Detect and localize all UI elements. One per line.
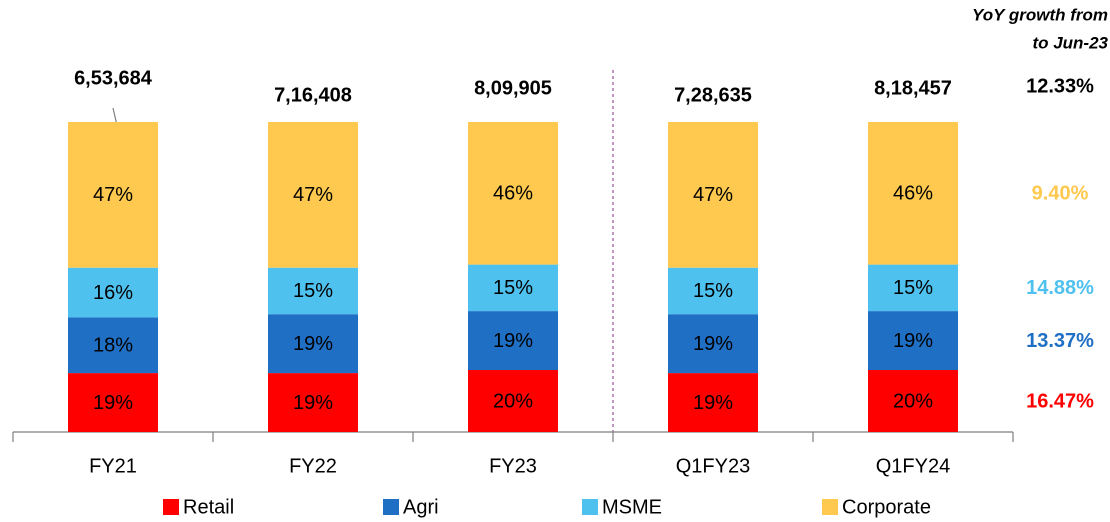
growth-title: YoY growth from [972, 5, 1108, 24]
value-label: 18% [93, 334, 133, 356]
legend-swatch [383, 499, 399, 515]
growth-label: 13.37% [1026, 330, 1094, 352]
growth-label: 9.40% [1032, 183, 1089, 205]
total-label: 8,18,457 [874, 77, 952, 99]
value-label: 47% [293, 184, 333, 206]
bar-segment [68, 373, 158, 432]
bar-segment [68, 267, 158, 318]
bar-segment [668, 122, 758, 268]
value-label: 19% [693, 333, 733, 355]
value-label: 47% [93, 184, 133, 206]
value-label: 15% [693, 280, 733, 302]
total-label: 7,28,635 [674, 84, 752, 106]
bar-segment [468, 122, 558, 265]
growth-label: 14.88% [1026, 277, 1094, 299]
legend-label: MSME [602, 496, 662, 518]
x-tick-label: Q1FY24 [876, 455, 950, 477]
value-label: 46% [493, 183, 533, 205]
bar-segment [468, 370, 558, 432]
value-label: 15% [893, 277, 933, 299]
bar-segment [668, 314, 758, 374]
value-label: 15% [493, 277, 533, 299]
value-label: 16% [93, 282, 133, 304]
legend-label: Corporate [842, 496, 931, 518]
value-label: 19% [293, 392, 333, 414]
x-tick-label: FY23 [489, 455, 537, 477]
bar-segment [868, 370, 958, 432]
total-growth: 12.33% [1026, 75, 1094, 97]
value-label: 19% [893, 330, 933, 352]
value-label: 46% [893, 183, 933, 205]
x-tick-label: FY22 [289, 455, 337, 477]
value-label: 19% [93, 392, 133, 414]
value-label: 20% [493, 390, 533, 412]
bar-segment [468, 264, 558, 312]
total-label: 8,09,905 [474, 77, 552, 99]
legend-swatch [822, 499, 838, 515]
bar-segment [868, 122, 958, 265]
legend-label: Agri [403, 496, 439, 518]
legend-swatch [582, 499, 598, 515]
bar-segment [268, 314, 358, 374]
bar-segment [268, 267, 358, 315]
value-label: 19% [293, 333, 333, 355]
value-label: 47% [693, 184, 733, 206]
growth-title: to Jun-23 [1032, 33, 1108, 52]
bar-segment [68, 317, 158, 374]
value-label: 20% [893, 390, 933, 412]
legend-swatch [163, 499, 179, 515]
x-tick-label: FY21 [89, 455, 137, 477]
legend-label: Retail [183, 496, 234, 518]
value-label: 19% [693, 392, 733, 414]
bar-segment [68, 122, 158, 268]
bar-segment [868, 311, 958, 370]
value-label: 19% [493, 330, 533, 352]
bar-segment [468, 311, 558, 370]
bar-segment [868, 264, 958, 312]
bar-segment [268, 373, 358, 432]
total-label: 6,53,684 [74, 67, 153, 89]
growth-label: 16.47% [1026, 390, 1094, 412]
value-label: 15% [293, 280, 333, 302]
bar-segment [268, 122, 358, 268]
bar-segment [668, 267, 758, 315]
x-tick-label: Q1FY23 [676, 455, 750, 477]
bar-segment [668, 373, 758, 432]
total-label: 7,16,408 [274, 84, 352, 106]
